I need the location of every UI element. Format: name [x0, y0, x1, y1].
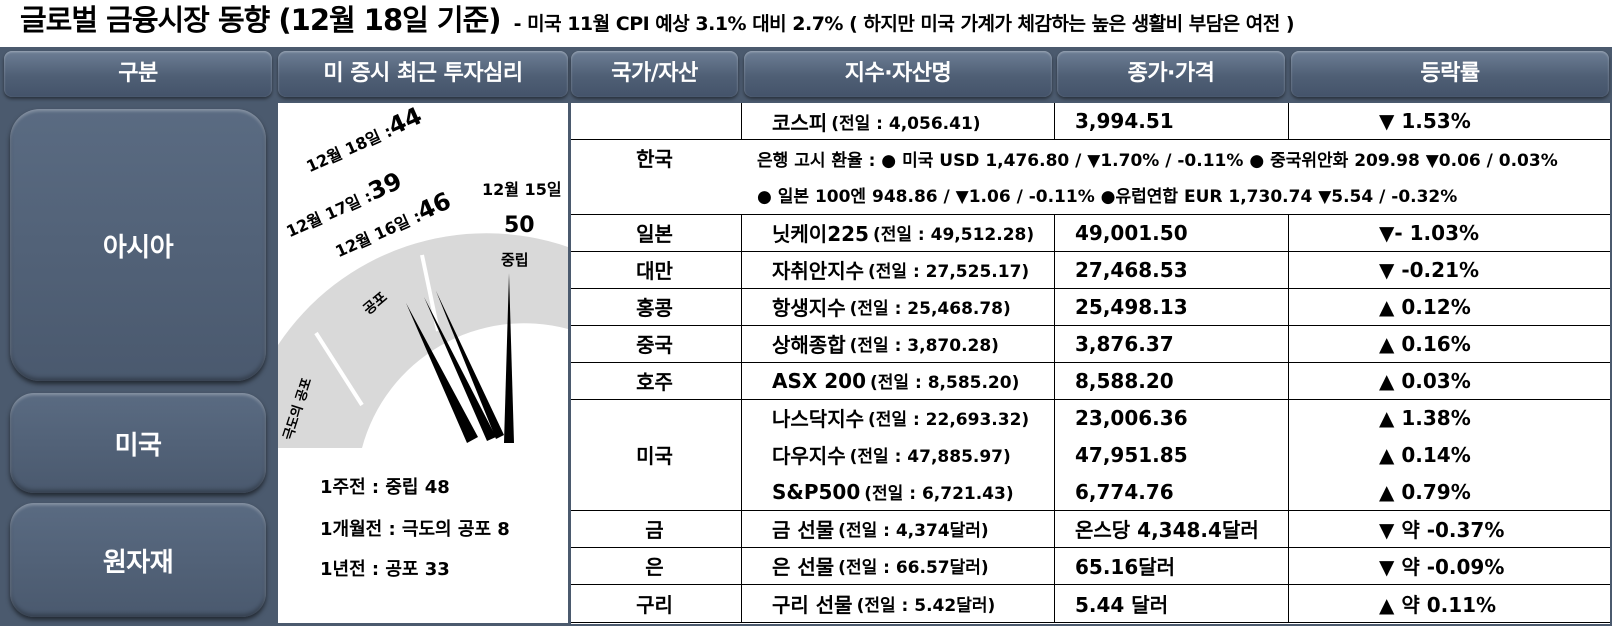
grid-line	[1054, 214, 1055, 622]
grid-line	[1288, 103, 1289, 139]
index-name: 항생지수 (전일 : 25,468.78)	[772, 296, 1011, 320]
change-value: ▼ 1.53%	[1379, 109, 1471, 133]
header-change: 등락률	[1291, 51, 1609, 97]
change-value: ▲ 0.16%	[1379, 331, 1471, 356]
index-name: 상해종합 (전일 : 3,870.28)	[772, 333, 999, 357]
zone-neutral-label: 중립	[501, 251, 529, 269]
asset-silver: 은	[645, 555, 664, 579]
needle-dec16	[406, 303, 478, 443]
history-month: 1개월전 : 극도의 공포 8	[320, 519, 510, 540]
index-name: 나스닥지수 (전일 : 22,693.32)	[772, 407, 1030, 431]
fx-rates-line-2: ● 일본 100엔 948.86 / ▼1.06 / -0.11% ●유럽연합 …	[757, 187, 1458, 207]
title-main: 글로벌 금융시장 동향 (12월 18일 기준)	[20, 3, 502, 37]
needle-dec18	[436, 291, 504, 439]
close-value: 온스당 4,348.4달러	[1075, 518, 1259, 542]
history-year: 1년전 : 공포 33	[320, 559, 450, 580]
country-korea: 한국	[636, 146, 673, 171]
grid-line	[1288, 214, 1289, 622]
grid-line	[571, 547, 1610, 548]
change-value: ▲ 0.12%	[1379, 294, 1471, 319]
index-name: 은 선물 (전일 : 66.57달러)	[772, 555, 989, 579]
needle-dec15	[504, 273, 514, 443]
country-japan: 일본	[636, 222, 673, 246]
market-board: 구분 미 증시 최근 투자심리 국가/자산 지수·자산명 종가·가격 등락률 아…	[0, 47, 1612, 626]
close-value: 6,774.76	[1075, 479, 1174, 504]
history-week: 1주전 : 중립 48	[320, 477, 450, 498]
close-value: 5.44 달러	[1075, 592, 1169, 617]
needle-dec17	[424, 297, 496, 441]
grid-line	[571, 584, 1610, 585]
fx-rates-line-1: 은행 고시 환율 : ● 미국 USD 1,476.80 / ▼1.70% / …	[757, 151, 1558, 171]
change-value: ▲ 0.03%	[1379, 368, 1471, 393]
grid-line	[741, 103, 742, 139]
change-value: ▼- 1.03%	[1379, 220, 1480, 245]
country-china: 중국	[636, 333, 673, 357]
fear-greed-gauge: 12월 18일 :44 12월 17일 :39 12월 16일 :46 12월 …	[278, 103, 568, 623]
change-value: ▼ 약 -0.09%	[1379, 555, 1505, 579]
close-value: 65.16달러	[1075, 555, 1176, 579]
close-value: 23,006.36	[1075, 405, 1188, 430]
grid-line	[571, 399, 1610, 400]
change-value: ▼ -0.21%	[1379, 257, 1480, 282]
index-name: S&P500 (전일 : 6,721.43)	[772, 479, 1014, 505]
index-name: 금 선물 (전일 : 4,374달러)	[772, 518, 989, 542]
grid-line	[571, 288, 1610, 289]
close-value: 8,588.20	[1075, 368, 1174, 393]
country-usa: 미국	[636, 444, 673, 468]
change-value: ▲ 0.79%	[1379, 479, 1471, 504]
category-commodities: 원자재	[10, 503, 266, 617]
grid-line	[741, 214, 742, 622]
sentiment-date-dec15: 12월 15일	[482, 180, 562, 199]
close-value: 49,001.50	[1075, 220, 1188, 245]
grid-line	[571, 214, 1610, 215]
index-name: 다우지수 (전일 : 47,885.97)	[772, 444, 1011, 468]
close-value: 25,498.13	[1075, 294, 1188, 319]
grid-line	[1054, 103, 1055, 139]
category-usa: 미국	[10, 393, 266, 493]
close-value: 27,468.53	[1075, 257, 1188, 282]
close-value: 47,951.85	[1075, 442, 1188, 467]
gauge-divider-1	[314, 331, 364, 407]
grid-line	[571, 622, 1610, 623]
header-country: 국가/자산	[571, 51, 738, 97]
gauge-divider-2	[420, 254, 440, 332]
header-index-name: 지수·자산명	[744, 51, 1052, 97]
index-name: 코스피 (전일 : 4,056.41)	[772, 110, 981, 135]
data-table-area	[571, 103, 1610, 624]
close-value: 3,994.51	[1075, 109, 1174, 133]
grid-line	[571, 362, 1610, 363]
index-name: 닛케이225 (전일 : 49,512.28)	[772, 222, 1035, 246]
asset-copper: 구리	[636, 592, 673, 617]
header-close: 종가·가격	[1057, 51, 1285, 97]
index-name: 구리 선물 (전일 : 5.42달러)	[772, 592, 996, 617]
grid-line	[571, 139, 1610, 140]
country-taiwan: 대만	[636, 259, 673, 283]
grid-line	[571, 510, 1610, 511]
change-value: ▲ 1.38%	[1379, 405, 1471, 430]
title-subtitle: - 미국 11월 CPI 예상 3.1% 대비 2.7% ( 하지만 미국 가계…	[513, 13, 1295, 35]
gauge-graphic	[278, 233, 568, 448]
grid-line	[571, 251, 1610, 252]
page-title: 글로벌 금융시장 동향 (12월 18일 기준) - 미국 11월 CPI 예상…	[20, 0, 1295, 44]
header-category: 구분	[4, 51, 272, 97]
change-value: ▲ 0.14%	[1379, 442, 1471, 467]
header-sentiment: 미 증시 최근 투자심리	[278, 51, 568, 97]
asset-gold: 금	[645, 518, 664, 542]
country-hongkong: 홍콩	[636, 296, 673, 320]
change-value: ▼ 약 -0.37%	[1379, 518, 1505, 542]
index-name: ASX 200 (전일 : 8,585.20)	[772, 368, 1020, 394]
country-australia: 호주	[636, 370, 673, 394]
change-value: ▲ 약 0.11%	[1379, 592, 1497, 617]
sentiment-value-dec15: 50	[504, 213, 535, 238]
close-value: 3,876.37	[1075, 331, 1174, 356]
category-asia: 아시아	[10, 109, 266, 381]
grid-line	[571, 325, 1610, 326]
index-name: 자취안지수 (전일 : 27,525.17)	[772, 259, 1030, 283]
